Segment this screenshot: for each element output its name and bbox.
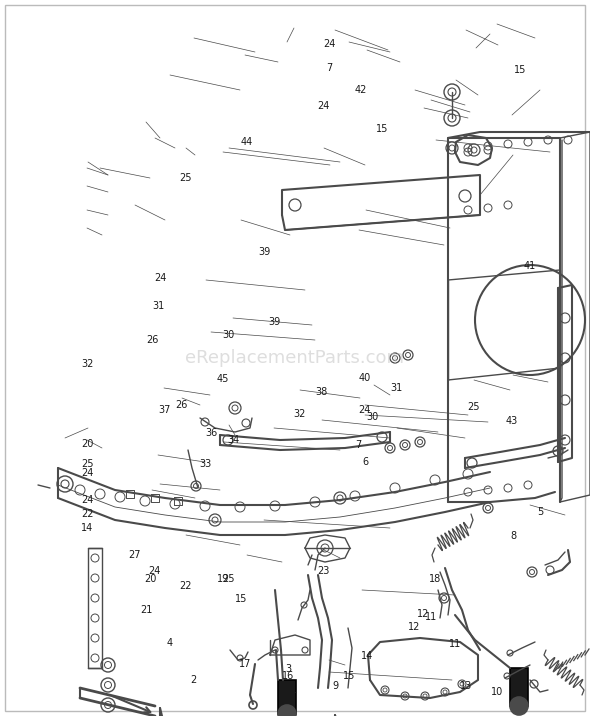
Text: eReplacementParts.com: eReplacementParts.com <box>185 349 405 367</box>
Text: 12: 12 <box>418 609 430 619</box>
Text: 7: 7 <box>326 63 332 73</box>
Text: 40: 40 <box>359 373 371 383</box>
Circle shape <box>510 697 528 715</box>
Text: 41: 41 <box>524 261 536 271</box>
Text: 32: 32 <box>81 359 93 369</box>
Text: 6: 6 <box>363 457 369 467</box>
Text: 4: 4 <box>167 638 173 648</box>
Text: 25: 25 <box>81 459 94 469</box>
Text: 17: 17 <box>239 659 251 669</box>
Text: 11: 11 <box>425 612 437 622</box>
Text: 30: 30 <box>367 412 379 422</box>
Text: 10: 10 <box>491 687 503 697</box>
Text: 32: 32 <box>294 409 306 419</box>
Text: 42: 42 <box>355 84 367 95</box>
Text: 13: 13 <box>460 681 472 691</box>
Text: 23: 23 <box>317 566 329 576</box>
Bar <box>510 668 528 706</box>
Text: 16: 16 <box>282 671 294 681</box>
Text: 15: 15 <box>235 594 247 604</box>
Text: 26: 26 <box>146 335 158 345</box>
Text: 39: 39 <box>268 317 280 327</box>
Text: 30: 30 <box>223 330 235 340</box>
Text: 31: 31 <box>391 383 402 393</box>
Text: 24: 24 <box>81 468 93 478</box>
Text: 24: 24 <box>149 566 160 576</box>
Text: 34: 34 <box>227 435 239 445</box>
Text: 2: 2 <box>191 675 196 685</box>
Text: 20: 20 <box>145 574 156 584</box>
Text: 24: 24 <box>359 405 371 415</box>
Text: 24: 24 <box>155 273 166 283</box>
Text: 15: 15 <box>343 671 355 681</box>
Text: 39: 39 <box>258 247 270 257</box>
Text: 9: 9 <box>332 681 338 691</box>
Text: 19: 19 <box>217 574 229 584</box>
Circle shape <box>278 705 296 716</box>
Text: 38: 38 <box>316 387 327 397</box>
Text: 7: 7 <box>356 440 362 450</box>
Text: 18: 18 <box>430 574 441 584</box>
Text: 24: 24 <box>317 101 329 111</box>
Text: 20: 20 <box>81 439 93 449</box>
Text: 14: 14 <box>81 523 93 533</box>
Text: 31: 31 <box>152 301 164 311</box>
Text: 12: 12 <box>408 621 420 632</box>
Text: 33: 33 <box>199 459 211 469</box>
Text: 21: 21 <box>140 605 152 615</box>
Text: 26: 26 <box>176 400 188 410</box>
Text: 45: 45 <box>217 374 229 384</box>
Bar <box>278 680 296 714</box>
Text: 11: 11 <box>450 639 461 649</box>
Text: 1: 1 <box>291 685 297 695</box>
Text: 15: 15 <box>514 65 526 75</box>
Text: 25: 25 <box>467 402 480 412</box>
Text: 3: 3 <box>285 664 291 674</box>
Text: 22: 22 <box>179 581 192 591</box>
Text: 14: 14 <box>361 651 373 661</box>
Text: 15: 15 <box>376 124 388 134</box>
Text: 25: 25 <box>222 574 235 584</box>
Text: 22: 22 <box>81 509 94 519</box>
Text: 24: 24 <box>81 495 93 505</box>
Text: 43: 43 <box>506 416 518 426</box>
Text: 5: 5 <box>537 507 543 517</box>
Text: 44: 44 <box>241 137 253 147</box>
Text: 24: 24 <box>323 39 335 49</box>
Text: 8: 8 <box>510 531 516 541</box>
Text: 37: 37 <box>158 405 170 415</box>
Text: 27: 27 <box>128 550 141 560</box>
Text: 36: 36 <box>205 428 217 438</box>
Text: 25: 25 <box>179 173 192 183</box>
